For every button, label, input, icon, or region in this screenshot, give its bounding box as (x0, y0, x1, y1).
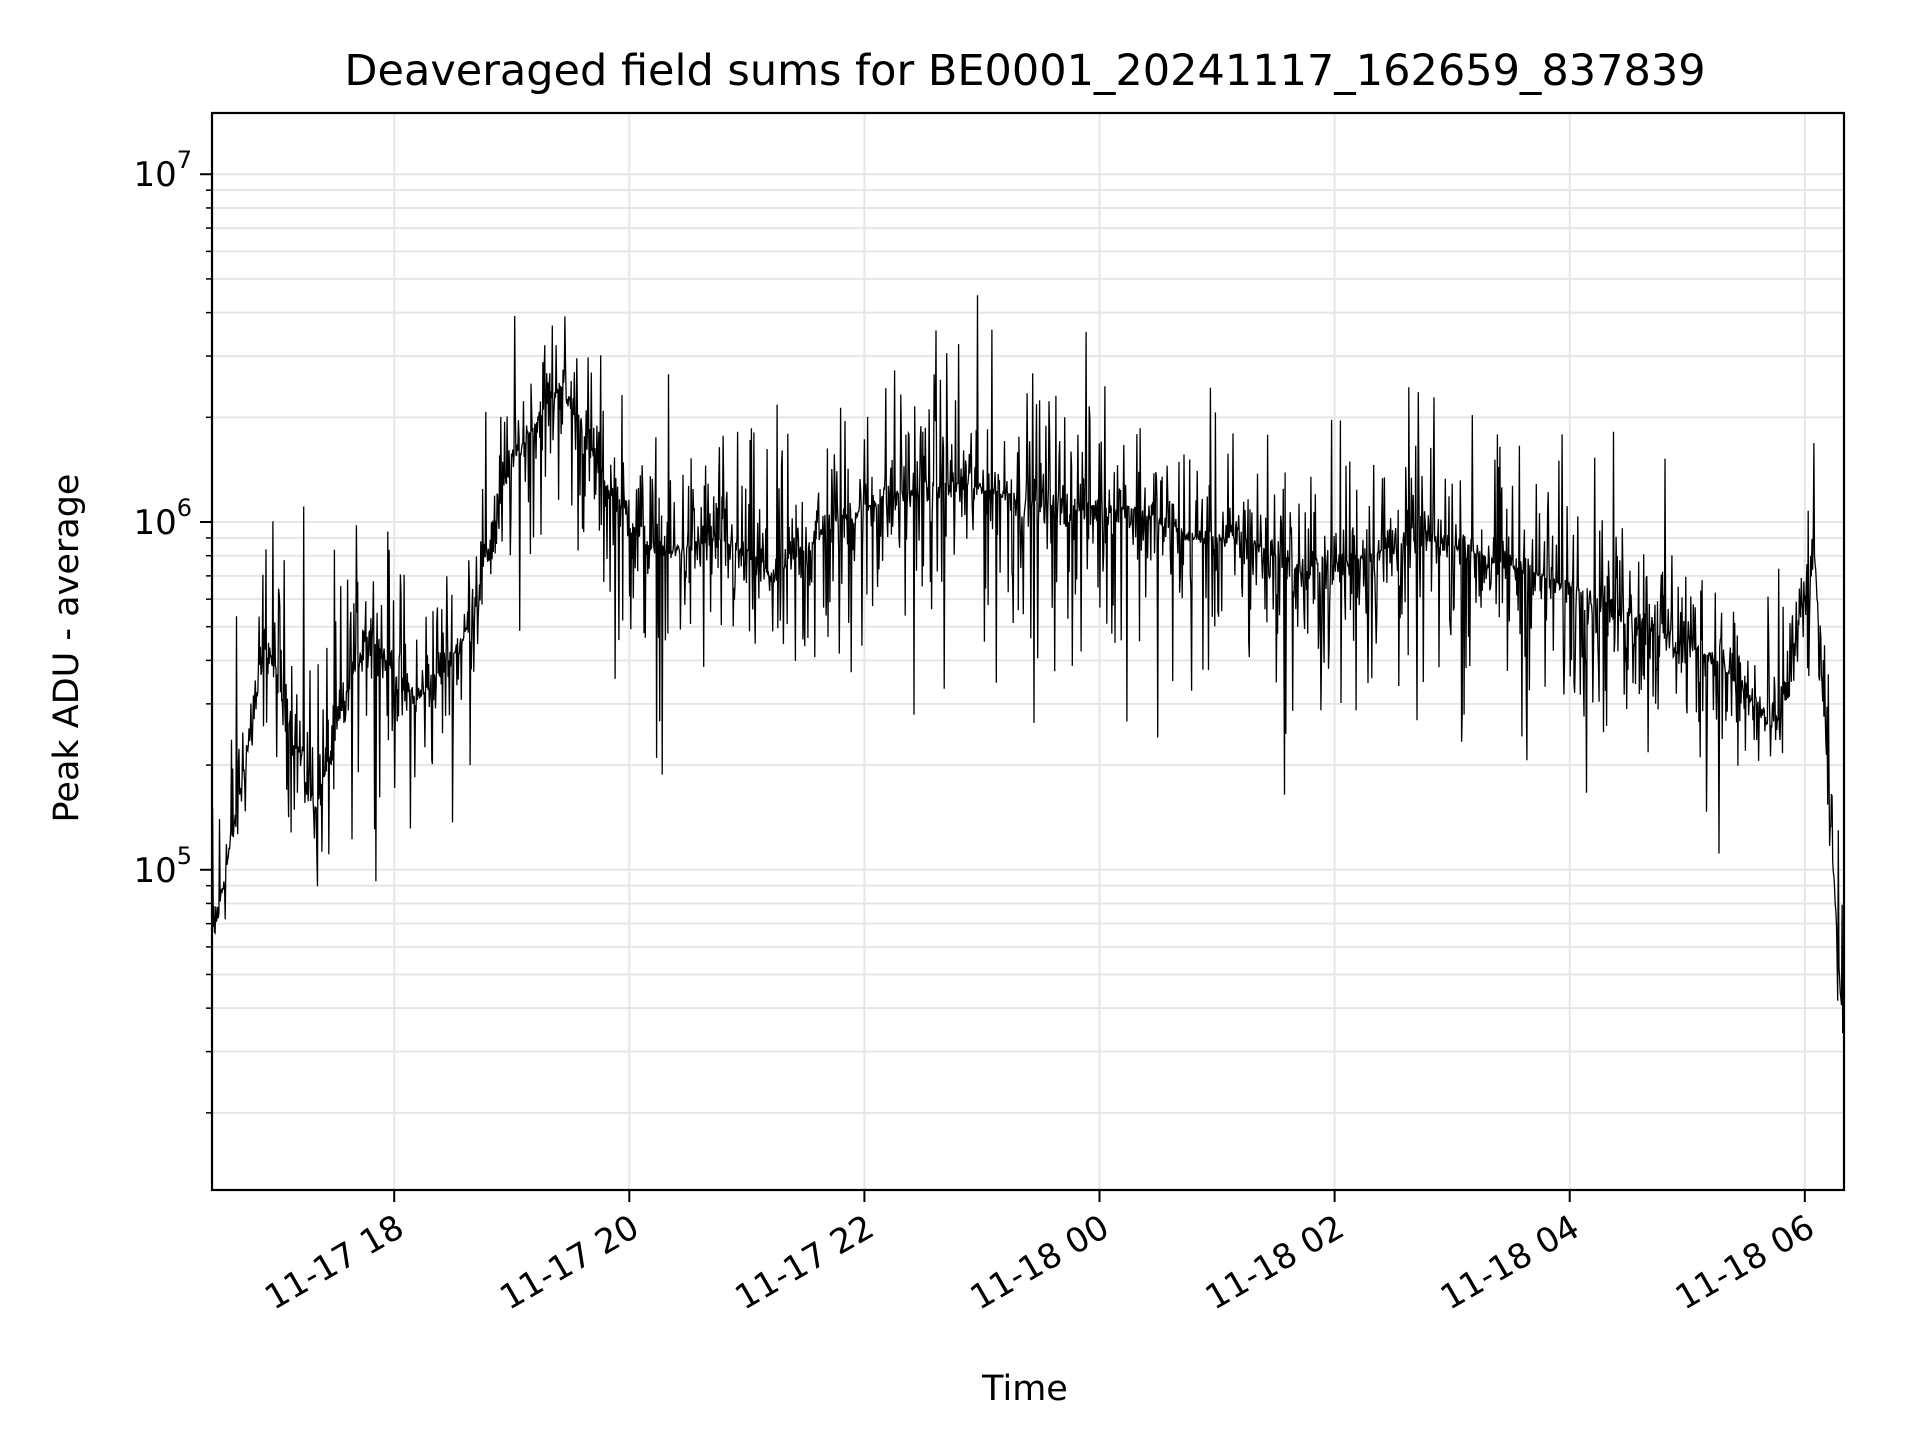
y-tick-label: 106 (133, 494, 192, 543)
x-tick-label: 11-18 00 (964, 1207, 1116, 1318)
x-tick-label: 11-18 04 (1434, 1207, 1586, 1318)
y-tick-label: 105 (133, 842, 192, 891)
y-axis-ticks: 105 106 107 (133, 146, 212, 1114)
x-axis-label: Time (981, 1369, 1068, 1409)
x-tick-label: 11-18 02 (1199, 1207, 1351, 1318)
chart-title: Deaveraged field sums for BE0001_2024111… (344, 46, 1705, 96)
x-tick-label: 11-17 18 (258, 1207, 410, 1318)
plot-area-frame (210, 111, 1846, 1192)
series-path (211, 295, 1845, 1061)
y-axis-label: Peak ADU - average (47, 474, 87, 823)
y-tick-label: 107 (133, 146, 192, 195)
x-tick-label: 11-17 22 (729, 1207, 881, 1318)
series-line (211, 295, 1845, 1061)
x-axis-ticks: 11-17 18 11-17 20 11-17 22 11-18 00 11-18 02… (258, 1190, 1821, 1318)
x-tick-label: 11-17 20 (493, 1207, 645, 1318)
x-tick-label: 11-18 06 (1669, 1207, 1821, 1318)
